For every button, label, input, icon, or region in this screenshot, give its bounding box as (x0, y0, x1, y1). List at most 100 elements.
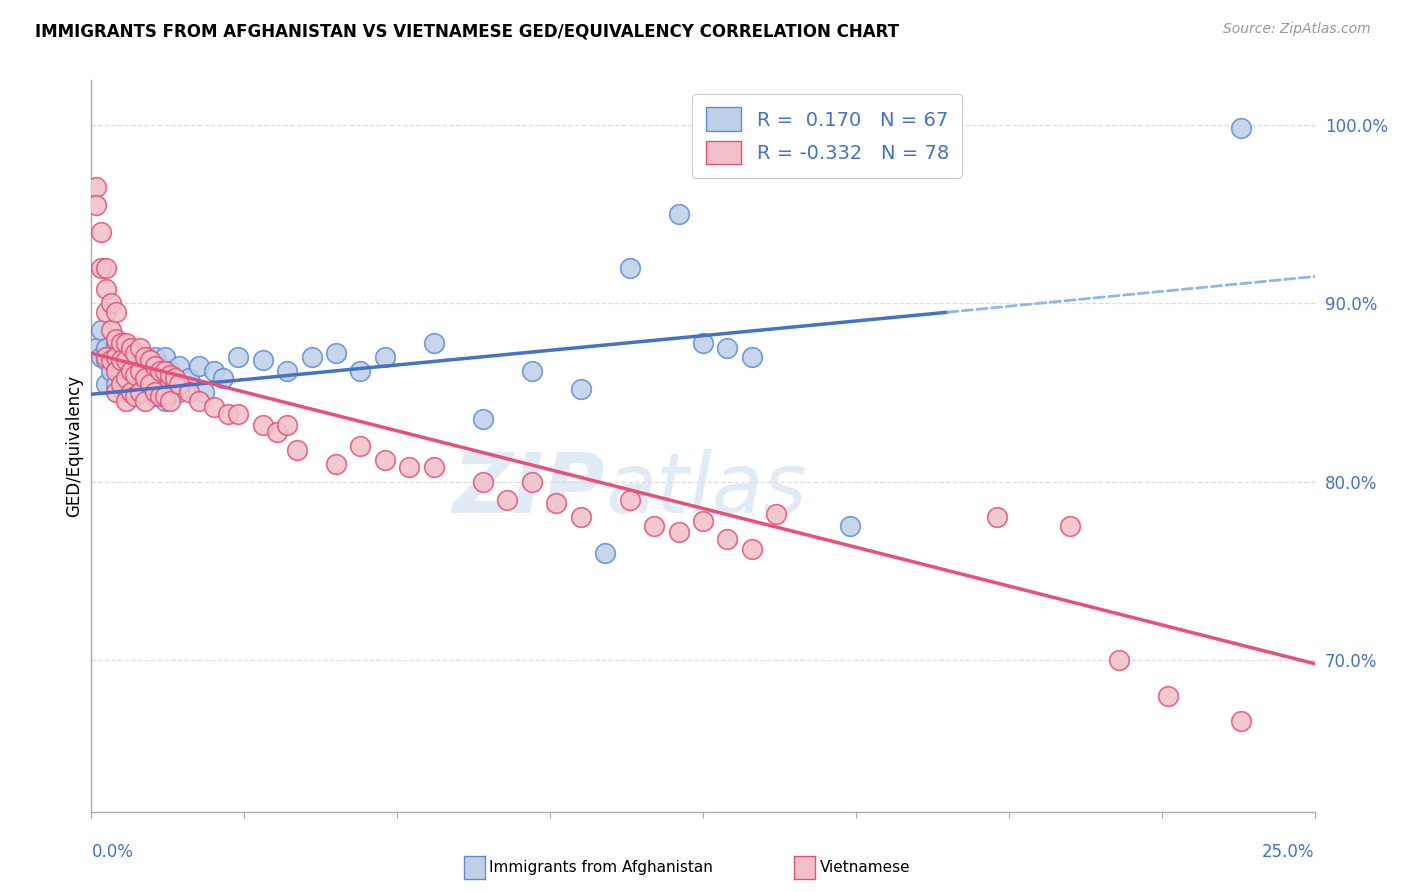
Point (1230, 121, 1253, 136)
Text: Vietnamese: Vietnamese (820, 860, 910, 874)
Text: 25.0%: 25.0% (1263, 843, 1315, 861)
Point (349, 364, 371, 378)
Point (120, 382, 142, 396)
Point (134, 371, 156, 385)
Point (593, 546, 616, 560)
Point (110, 350, 132, 364)
Point (110, 335, 132, 350)
Point (124, 346, 146, 360)
Point (129, 364, 152, 378)
Point (159, 368, 181, 382)
Point (619, 260, 641, 275)
Point (143, 389, 166, 403)
Point (120, 346, 142, 360)
Point (1108, 653, 1130, 667)
Point (104, 385, 127, 400)
Text: atlas: atlas (605, 450, 807, 531)
Point (104, 359, 127, 373)
Point (124, 350, 146, 364)
Point (374, 453, 396, 467)
Point (619, 492, 641, 507)
Point (153, 350, 176, 364)
Point (179, 371, 201, 385)
Point (100, 364, 122, 378)
Text: 0.0%: 0.0% (91, 843, 134, 861)
Point (90, 260, 112, 275)
Point (90, 323, 112, 337)
Point (149, 389, 172, 403)
Point (129, 364, 152, 378)
Text: IMMIGRANTS FROM AFGHANISTAN VS VIETNAMESE GED/EQUIVALENCY CORRELATION CHART: IMMIGRANTS FROM AFGHANISTAN VS VIETNAMES… (35, 22, 900, 40)
Point (110, 382, 132, 396)
Point (94, 376, 117, 391)
Point (1230, 714, 1253, 728)
Point (252, 417, 274, 432)
Point (110, 364, 132, 378)
Point (765, 507, 787, 521)
Point (84, 198, 107, 212)
Point (159, 364, 181, 378)
Point (139, 353, 162, 368)
Point (325, 457, 347, 471)
Point (114, 368, 136, 382)
Point (143, 350, 166, 364)
Point (1059, 519, 1081, 533)
Point (217, 407, 239, 421)
Point (325, 346, 347, 360)
Point (153, 394, 176, 409)
Point (129, 385, 152, 400)
Point (202, 400, 225, 414)
Point (276, 364, 298, 378)
Point (124, 382, 146, 396)
Point (120, 341, 142, 355)
Point (496, 492, 519, 507)
Point (94, 305, 117, 319)
Point (226, 350, 249, 364)
Point (169, 359, 191, 373)
Point (569, 510, 592, 524)
Point (104, 376, 127, 391)
Point (285, 442, 308, 457)
Point (193, 385, 215, 400)
Point (188, 359, 211, 373)
Point (202, 364, 225, 378)
Point (104, 305, 127, 319)
Point (143, 368, 166, 382)
Point (276, 417, 298, 432)
Point (471, 412, 494, 426)
Point (838, 519, 860, 533)
Point (129, 385, 152, 400)
Point (114, 335, 136, 350)
Point (266, 425, 288, 439)
Point (120, 364, 142, 378)
Point (90, 225, 112, 239)
Point (94, 350, 117, 364)
Point (114, 353, 136, 368)
Point (741, 542, 763, 557)
Point (100, 353, 122, 368)
Point (110, 376, 132, 391)
Point (134, 350, 156, 364)
Point (212, 371, 235, 385)
Point (668, 524, 690, 539)
Point (423, 335, 446, 350)
Point (569, 382, 592, 396)
Point (349, 439, 371, 453)
Point (94, 260, 117, 275)
Point (179, 385, 201, 400)
Point (692, 514, 714, 528)
Text: Immigrants from Afghanistan: Immigrants from Afghanistan (489, 860, 713, 874)
Point (114, 385, 136, 400)
Point (100, 323, 122, 337)
Point (100, 350, 122, 364)
Y-axis label: GED/Equivalency: GED/Equivalency (65, 375, 83, 517)
Point (120, 385, 142, 400)
Point (149, 385, 172, 400)
Point (149, 359, 172, 373)
Point (124, 368, 146, 382)
Point (471, 475, 494, 489)
Point (169, 385, 191, 400)
Point (741, 350, 763, 364)
Point (668, 207, 690, 221)
Point (423, 460, 446, 475)
